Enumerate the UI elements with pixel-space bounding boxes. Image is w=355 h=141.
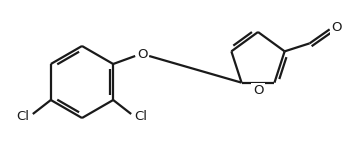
Text: Cl: Cl [135,111,148,124]
Text: Cl: Cl [16,111,29,124]
Text: O: O [331,21,342,34]
Text: O: O [137,49,147,61]
Text: O: O [253,84,263,97]
